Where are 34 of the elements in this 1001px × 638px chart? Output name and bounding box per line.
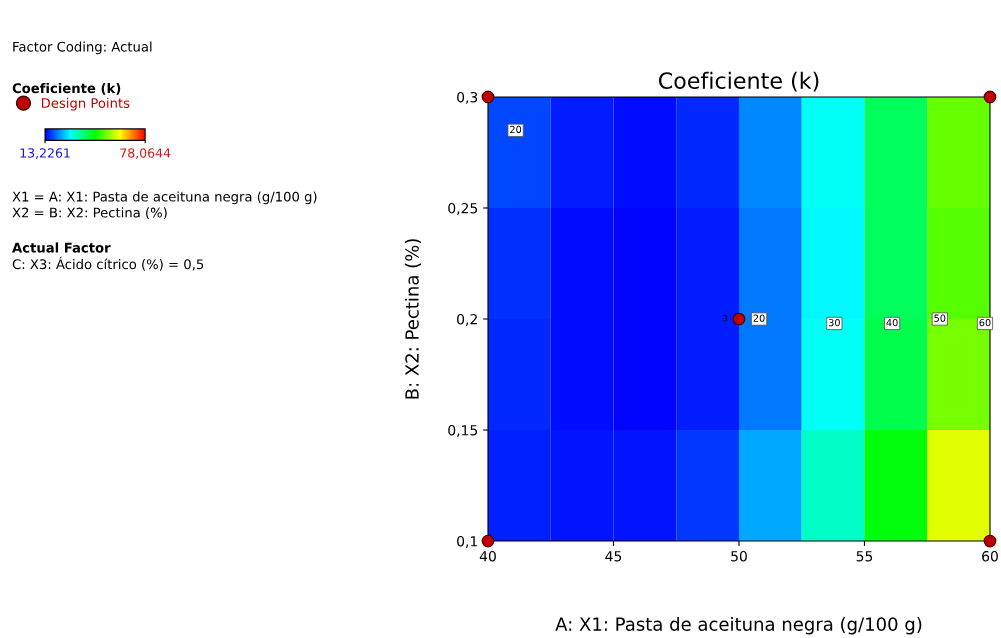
- annotation: 40: [886, 318, 898, 327]
- x-tick-label: 45: [605, 551, 622, 562]
- annotation: 20: [510, 125, 522, 134]
- annotation: 50: [934, 314, 946, 322]
- point: [732, 312, 746, 326]
- y-tick-label: 0,25: [448, 202, 478, 215]
- point: [481, 90, 495, 104]
- x-tick-label: 40: [479, 550, 496, 562]
- legend-title: Coeficiente (k): [12, 82, 121, 95]
- annotation: 30: [828, 318, 840, 327]
- text: C: X3: Ácido cítrico (%) = 0,5: [12, 256, 204, 271]
- x-axis-title: A: X1: Pasta de aceituna negra (g/100 g): [555, 616, 922, 635]
- text: Factor Coding: Actual: [13, 41, 152, 55]
- y-axis-title: B: X2: Pectina (%): [404, 239, 421, 399]
- chart-title: Coeficiente (k): [658, 71, 819, 92]
- color-bar-label: 78,0644: [120, 148, 171, 159]
- annotation: 60: [979, 318, 991, 327]
- annotation: 3: [723, 315, 728, 322]
- text: X1 = A: X1: Pasta de aceituna negra (g/100 g): [12, 191, 317, 205]
- point: [983, 90, 997, 104]
- x-tick-label: 55: [856, 551, 873, 562]
- text: Actual Factor: [12, 242, 111, 253]
- y-tick-label: 0,15: [448, 424, 478, 437]
- legend-label: Design Points: [41, 97, 130, 111]
- text: X2 = B: X2: Pectina (%): [12, 207, 167, 220]
- point: [983, 534, 997, 548]
- y-tick-label: 0,2: [457, 313, 477, 326]
- color-bar-label: 13,2261: [20, 148, 70, 159]
- y-tick-label: 0,3: [457, 91, 478, 104]
- y-tick-label: 0,1: [457, 535, 477, 548]
- annotation: 20: [753, 314, 765, 322]
- x-tick-label: 60: [982, 550, 998, 562]
- point: [481, 534, 495, 548]
- x-tick-label: 50: [731, 550, 747, 562]
